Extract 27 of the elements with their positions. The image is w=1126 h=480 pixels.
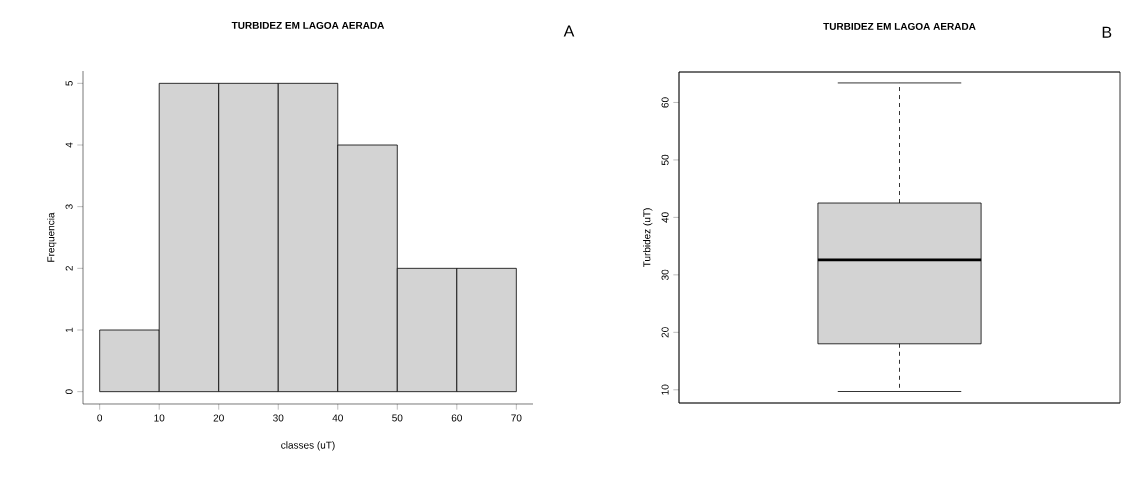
y-tick-label: 1 <box>65 327 73 333</box>
y-tick-label: 4 <box>65 142 73 148</box>
y-tick-label: 50 <box>661 154 669 166</box>
y-tick-label: 5 <box>65 80 73 86</box>
x-tick-label: 10 <box>154 414 165 422</box>
y-tick-label: 40 <box>661 212 669 223</box>
x-tick-label: 50 <box>392 414 403 422</box>
x-axis-title: classes (uT) <box>281 441 335 451</box>
y-tick-label: 0 <box>65 389 73 395</box>
y-tick-label: 10 <box>661 384 669 395</box>
x-tick-label: 30 <box>273 414 284 422</box>
y-axis-title: Frequencia <box>47 212 57 262</box>
y-axis-title: Turbidez (uT) <box>643 208 653 268</box>
x-tick-label: 60 <box>451 414 462 422</box>
text: A <box>563 25 575 37</box>
x-tick-label: 40 <box>332 414 343 422</box>
text: B <box>1102 26 1112 38</box>
x-tick-label: 20 <box>213 414 224 422</box>
chart-title: TURBIDEZ EM LAGOA AERADA <box>823 22 976 30</box>
chart-title: TURBIDEZ EM LAGOA AERADA <box>231 21 385 29</box>
y-tick-label: 30 <box>661 269 669 281</box>
y-tick-label: 2 <box>65 266 73 271</box>
x-tick-label: 0 <box>97 414 103 422</box>
y-tick-label: 20 <box>661 327 669 338</box>
y-tick-label: 3 <box>65 204 73 210</box>
y-tick-label: 60 <box>661 97 669 108</box>
x-tick-label: 70 <box>511 414 522 422</box>
